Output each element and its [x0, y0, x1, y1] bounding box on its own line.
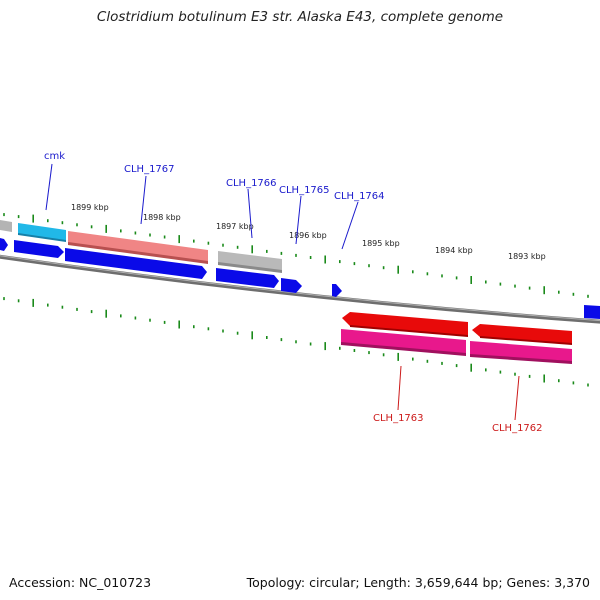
- cds-arrow-reverse[interactable]: [342, 312, 468, 336]
- gene-label-clh-1767: CLH_1767: [124, 164, 175, 175]
- gene-track: [0, 220, 282, 273]
- gene-label-clh-1764: CLH_1764: [334, 191, 385, 202]
- scale-label: 1895 kbp: [362, 239, 400, 248]
- gene-clh-1763[interactable]: [341, 329, 466, 354]
- gene-gray-left[interactable]: [0, 220, 12, 232]
- topology-label: Topology: circular; Length: 3,659,644 bp…: [246, 575, 590, 590]
- cds-arrow[interactable]: [65, 248, 207, 279]
- reverse-gene-track: [341, 329, 572, 364]
- gene-cmk[interactable]: [18, 223, 66, 241]
- cds-arrow[interactable]: [14, 240, 64, 258]
- cds-arrow[interactable]: [216, 268, 279, 288]
- gene-label-clh-1765: CLH_1765: [279, 185, 330, 196]
- gene-label-clh-1763: CLH_1763: [373, 413, 424, 424]
- scale-label: 1896 kbp: [289, 231, 327, 240]
- forward-leader-lines: [45, 163, 359, 250]
- cds-arrow[interactable]: [281, 278, 302, 293]
- inner-tick-row: [3, 297, 589, 387]
- cds-arrow-reverse[interactable]: [472, 324, 572, 344]
- accession-label: Accession: NC_010723: [9, 575, 152, 590]
- cds-arrow[interactable]: [0, 238, 8, 251]
- scale-labels: 1899 kbp 1898 kbp 1897 kbp 1896 kbp 1895…: [71, 203, 546, 261]
- scale-label: 1897 kbp: [216, 222, 254, 231]
- scale-label: 1893 kbp: [508, 252, 546, 261]
- genome-backbone: [0, 254, 600, 324]
- forward-cds-track: [0, 238, 600, 319]
- cds-arrow[interactable]: [584, 305, 600, 319]
- gene-clh-1766[interactable]: [218, 251, 282, 271]
- scale-label: 1894 kbp: [435, 246, 473, 255]
- map-title: Clostridium botulinum E3 str. Alaska E43…: [96, 9, 504, 25]
- scale-label: 1898 kbp: [143, 213, 181, 222]
- gene-label-clh-1766: CLH_1766: [226, 178, 277, 189]
- reverse-leader-lines: [397, 365, 520, 421]
- gene-clh-1767[interactable]: [68, 231, 208, 262]
- scale-label: 1899 kbp: [71, 203, 109, 212]
- gene-label-clh-1762: CLH_1762: [492, 423, 543, 434]
- gene-labels: cmk CLH_1767 CLH_1766 CLH_1765 CLH_1764 …: [44, 151, 543, 434]
- cds-arrow[interactable]: [332, 284, 342, 297]
- outer-tick-row: [3, 213, 589, 298]
- gene-label-cmk: cmk: [44, 151, 65, 162]
- reverse-cds-track: [342, 312, 572, 345]
